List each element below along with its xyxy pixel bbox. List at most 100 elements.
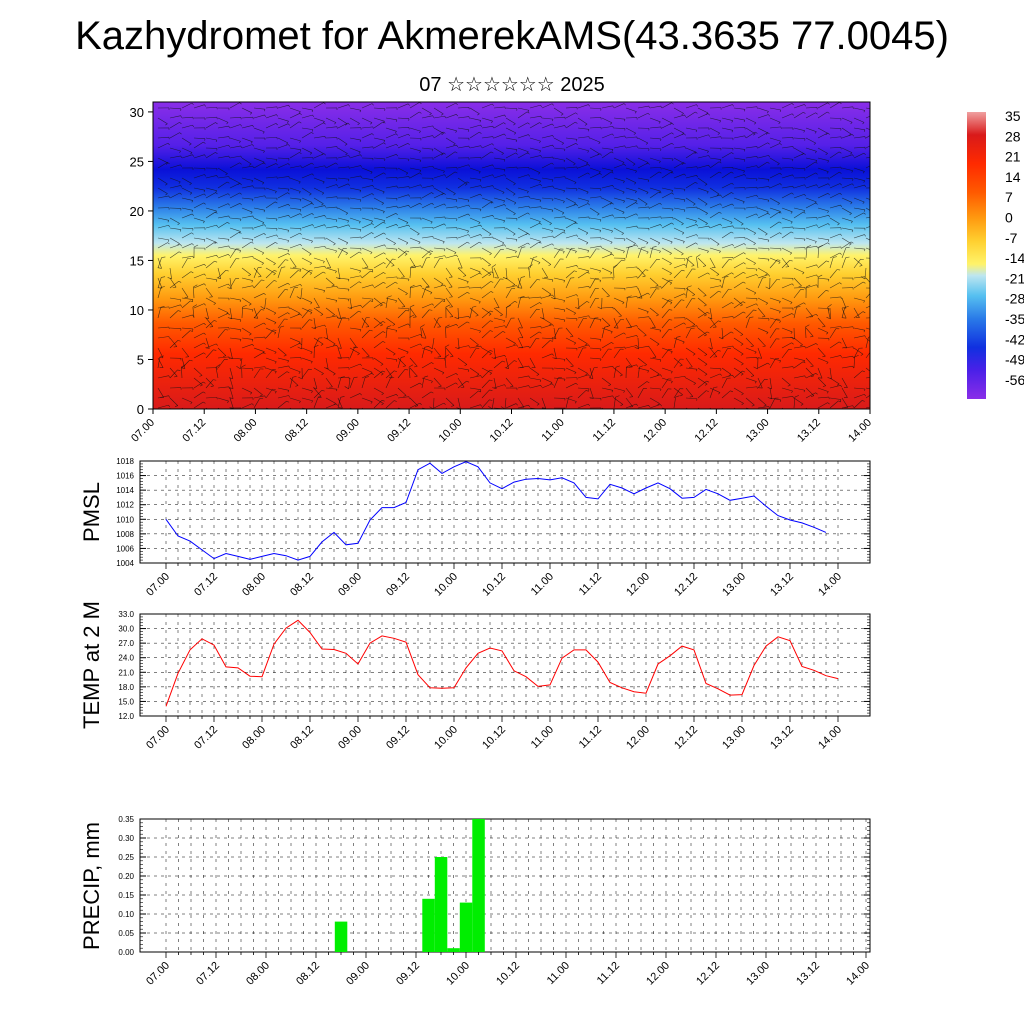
field-ytick-label: 20 (130, 204, 144, 219)
field-xtick-label: 09.12 (385, 417, 413, 445)
temp-xtick-label: 09.12 (384, 724, 412, 752)
pmsl-xtick-label: 07.12 (192, 571, 220, 599)
precip-frame (139, 818, 871, 953)
temp-xtick-label: 10.12 (480, 724, 508, 752)
pmsl-ytick-label: 1014 (116, 486, 134, 495)
field-ytick-label: 10 (130, 303, 144, 318)
pmsl-ytick-label: 1006 (116, 544, 134, 553)
precip-ytick-label: 0.35 (118, 815, 134, 824)
chart-subtitle: 07 ☆☆☆☆☆☆ 2025 (419, 74, 605, 96)
precip-bar (334, 921, 348, 952)
temp-ytick-label: 21.0 (118, 668, 134, 677)
colorbar-label: 21 (1005, 149, 1021, 165)
pmsl-xtick-label: 07.00 (144, 571, 172, 599)
temp-xtick-label: 10.00 (432, 724, 460, 752)
pmsl-xtick-label: 10.12 (480, 571, 508, 599)
precip-xtick-label: 09.00 (344, 960, 372, 988)
pmsl-xtick-label: 12.12 (672, 571, 700, 599)
field-xtick-label: 10.12 (488, 417, 516, 445)
colorbar-label: -7 (1005, 230, 1018, 246)
precip-ytick-label: 0.10 (118, 910, 134, 919)
pmsl-ytick-label: 1010 (116, 515, 134, 524)
precip-ytick-label: 0.25 (118, 853, 134, 862)
field-xtick-label: 12.12 (693, 417, 721, 445)
precip-xtick-label: 11.00 (545, 960, 572, 987)
temp-xtick-label: 13.00 (720, 724, 748, 752)
pmsl-xtick-label: 09.12 (384, 571, 412, 599)
field-xtick-label: 09.00 (334, 417, 362, 445)
pmsl-ytick-label: 1008 (116, 530, 134, 539)
temp-ytick-label: 18.0 (118, 683, 134, 692)
field-xtick-label: 07.00 (129, 417, 157, 445)
precip-xtick-label: 13.12 (794, 960, 822, 988)
precip-ytick-label: 0.30 (118, 834, 134, 843)
colorbar-label: 35 (1005, 108, 1021, 124)
field-xtick-label: 13.00 (744, 417, 772, 445)
temp-ytick-label: 12.0 (118, 712, 134, 721)
field-xtick-label: 14.00 (846, 417, 874, 445)
field-ytick-label: 5 (137, 352, 144, 367)
pmsl-series-line (165, 461, 827, 561)
colorbar-label: -56 (1005, 372, 1024, 388)
field-ytick-label: 15 (130, 253, 144, 268)
field-ytick-label: 30 (130, 105, 144, 120)
precip-bar (472, 819, 485, 952)
temp-xtick-label: 09.00 (336, 724, 364, 752)
precip-xtick-label: 12.00 (644, 960, 672, 988)
precip-bar (422, 898, 435, 952)
wind-barbs (157, 102, 870, 409)
pmsl-xtick-label: 11.00 (529, 571, 556, 598)
precip-ytick-label: 0.05 (118, 929, 134, 938)
field-ytick-label: 0 (137, 402, 144, 417)
colorbar-label: -28 (1005, 291, 1024, 307)
precip-ytick-label: 0.20 (118, 872, 134, 881)
precip-ylabel: PRECIP, mm (79, 822, 104, 950)
field-xtick-label: 07.12 (180, 417, 208, 445)
colorbar-label: 28 (1005, 128, 1021, 144)
precip-xtick-label: 09.12 (394, 960, 422, 988)
pmsl-xtick-label: 09.00 (336, 571, 364, 599)
temp-ytick-label: 33.0 (118, 610, 134, 619)
field-xtick-label: 11.12 (591, 417, 618, 444)
temp-xtick-label: 11.12 (577, 724, 604, 751)
colorbar-label: -35 (1005, 311, 1024, 327)
colorbar-label: 7 (1005, 189, 1013, 205)
pmsl-ytick-label: 1004 (116, 559, 134, 568)
colorbar-label: -42 (1005, 331, 1024, 347)
temp-xtick-label: 08.12 (288, 724, 316, 752)
pmsl-ylabel: PMSL (79, 482, 104, 542)
precip-bar (447, 948, 460, 952)
pmsl-ytick-label: 1018 (116, 457, 134, 466)
pmsl-panel: 1004 1006 1008 1010 1012 1014 1016 1018 07.00 07… (79, 457, 871, 599)
pmsl-xtick-label: 12.00 (624, 571, 652, 599)
field-xtick-label: 08.00 (232, 417, 260, 445)
temp-ytick-label: 30.0 (118, 625, 134, 634)
precip-xtick-label: 07.00 (144, 960, 172, 988)
precip-ytick-label: 0.15 (118, 891, 134, 900)
pmsl-xtick-label: 14.00 (816, 571, 844, 599)
field-xtick-label: 08.12 (283, 417, 311, 445)
precip-xtick-label: 10.12 (494, 960, 522, 988)
pmsl-xtick-label: 11.12 (577, 571, 604, 598)
chart-title: Kazhydromet for AkmerekAMS(43.3635 77.00… (75, 14, 949, 58)
temp-xtick-label: 07.00 (144, 724, 172, 752)
temperature-cross-section: 0 5 10 15 20 25 30 07.00 07.12 08.00 08.12 09.00 09… (129, 101, 874, 445)
pmsl-frame (139, 460, 871, 564)
precip-ytick-label: 0.00 (118, 948, 134, 957)
colorbar: 35 28 21 14 7 0 -7 -14 -21 -28 -35 -42 -49 -56 (967, 108, 1024, 399)
field-ytick-label: 25 (130, 154, 144, 169)
colorbar-label: 0 (1005, 210, 1013, 226)
colorbar-label: 14 (1005, 169, 1021, 185)
colorbar-label: -49 (1005, 352, 1024, 368)
precip-bars (334, 819, 485, 952)
temp-ylabel: TEMP at 2 M (79, 601, 104, 729)
temp-xtick-label: 13.12 (768, 724, 796, 752)
temp-panel: 12.0 15.0 18.0 21.0 24.0 27.0 30.0 33.0 07.00 07… (79, 601, 871, 752)
colorbar-fill (967, 112, 986, 399)
temp-xtick-label: 12.12 (672, 724, 700, 752)
pmsl-xtick-label: 08.12 (288, 571, 316, 599)
field-xtick-label: 11.00 (539, 417, 566, 444)
pmsl-xtick-label: 08.00 (240, 571, 268, 599)
pmsl-xtick-label: 13.00 (720, 571, 748, 599)
